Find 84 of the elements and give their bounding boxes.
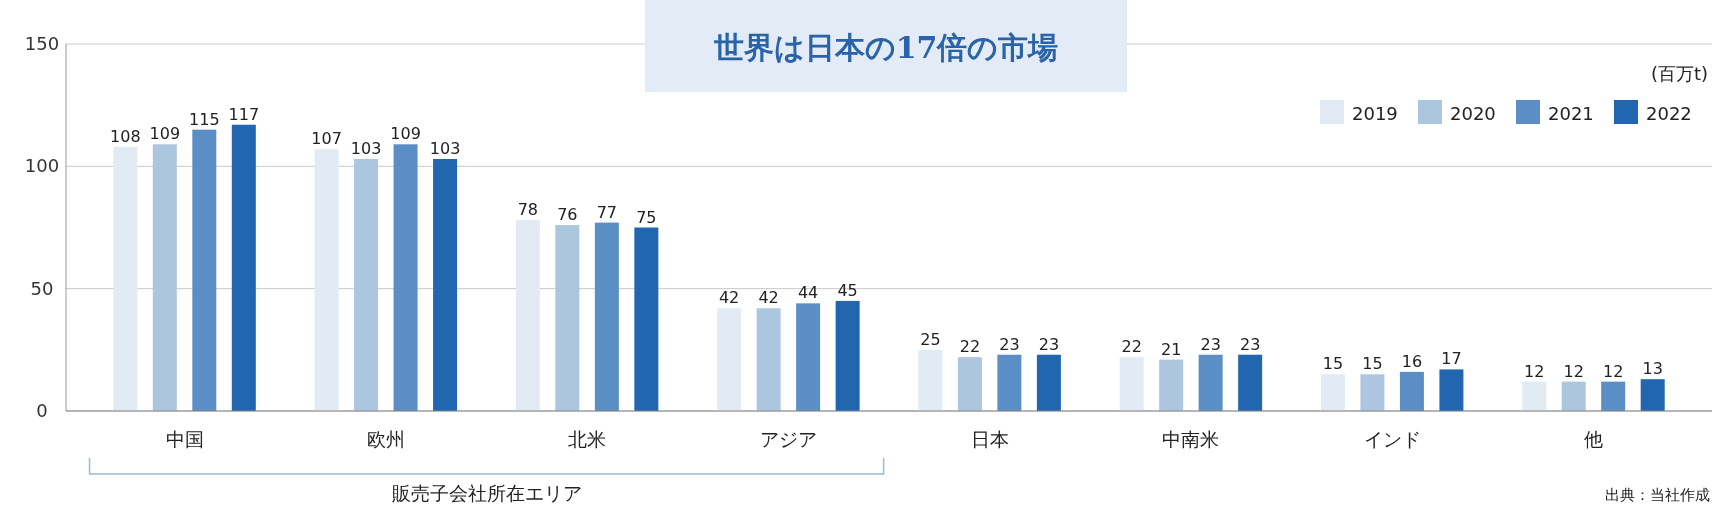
data-label: 22 (1121, 337, 1142, 357)
bar (1522, 381, 1547, 411)
x-tick-label: 欧州 (366, 428, 405, 450)
bar (1439, 369, 1464, 411)
bar (1198, 354, 1223, 411)
bar (1360, 374, 1385, 411)
data-label: 44 (797, 283, 819, 303)
bar (433, 158, 458, 411)
data-label: 16 (1401, 351, 1423, 371)
bar (1036, 354, 1061, 411)
data-label: 22 (959, 337, 981, 357)
bar (796, 303, 821, 411)
bar (1320, 374, 1345, 411)
data-label: 12 (1603, 361, 1624, 381)
data-label: 17 (1441, 349, 1462, 369)
y-tick-label: 100 (24, 155, 60, 177)
data-label: 117 (228, 104, 260, 124)
bar (756, 308, 781, 411)
bar (152, 144, 177, 411)
legend-label: 2019 (1352, 103, 1398, 124)
y-axis-title: (百万t) (1650, 63, 1708, 84)
data-label: 108 (110, 126, 141, 146)
bar (1238, 354, 1263, 411)
bar (835, 300, 860, 411)
bar (231, 124, 256, 411)
data-label: 115 (189, 109, 220, 129)
data-label: 42 (718, 288, 740, 308)
data-label: 109 (390, 124, 421, 144)
bar (1561, 381, 1586, 411)
text: 販売子会社所在エリア (391, 482, 582, 504)
data-label: 23 (1239, 334, 1261, 354)
x-tick-label: インド (1363, 428, 1421, 450)
x-tick-label: 北米 (568, 428, 607, 450)
bar (1119, 357, 1144, 411)
data-label: 103 (429, 138, 461, 158)
bar (1159, 359, 1184, 411)
data-label: 15 (1362, 354, 1383, 374)
data-label: 23 (1200, 334, 1221, 354)
x-tick-label: 中国 (165, 428, 204, 450)
bar (717, 308, 742, 411)
data-label: 21 (1160, 339, 1182, 359)
data-label: 23 (999, 334, 1020, 354)
data-label: 13 (1642, 359, 1663, 379)
x-tick-label: 他 (1583, 428, 1603, 450)
chart-title: 世界は日本の17倍の市場 (712, 30, 1059, 65)
data-label: 25 (920, 329, 941, 349)
data-label: 107 (311, 129, 342, 149)
x-tick-label: 日本 (970, 428, 1009, 450)
bar (192, 129, 217, 411)
y-tick-label: 50 (30, 277, 54, 299)
y-tick-label: 0 (36, 400, 48, 421)
data-label: 23 (1038, 334, 1060, 354)
bar (314, 149, 339, 411)
y-tick-label: 150 (24, 33, 60, 54)
bar (555, 225, 580, 411)
bar (1640, 379, 1665, 411)
bar (113, 146, 138, 411)
data-label: 103 (350, 138, 382, 158)
bar (594, 222, 619, 411)
bar (957, 357, 982, 411)
bar (997, 354, 1022, 411)
bar (918, 349, 943, 411)
data-label: 78 (517, 200, 539, 220)
data-label: 75 (636, 207, 657, 227)
data-label: 15 (1322, 354, 1344, 374)
data-label: 12 (1524, 361, 1545, 381)
legend-label: 2020 (1450, 103, 1496, 124)
data-label: 77 (596, 202, 618, 222)
bar (393, 144, 418, 411)
data-label: 76 (557, 205, 578, 225)
bar (515, 220, 540, 411)
x-tick-label: アジア (759, 428, 817, 450)
x-tick-label: 中南米 (1162, 428, 1220, 450)
data-label: 45 (837, 280, 858, 300)
legend-label: 2021 (1548, 103, 1594, 124)
data-label: 42 (758, 288, 779, 308)
legend-label: 2022 (1646, 103, 1692, 124)
bar (1601, 381, 1626, 411)
bar (354, 158, 379, 411)
bar (634, 227, 659, 411)
data-label: 12 (1563, 361, 1584, 381)
source-note: 出典：当社作成 (1605, 486, 1710, 504)
bar (1399, 371, 1424, 411)
data-label: 109 (149, 124, 181, 144)
